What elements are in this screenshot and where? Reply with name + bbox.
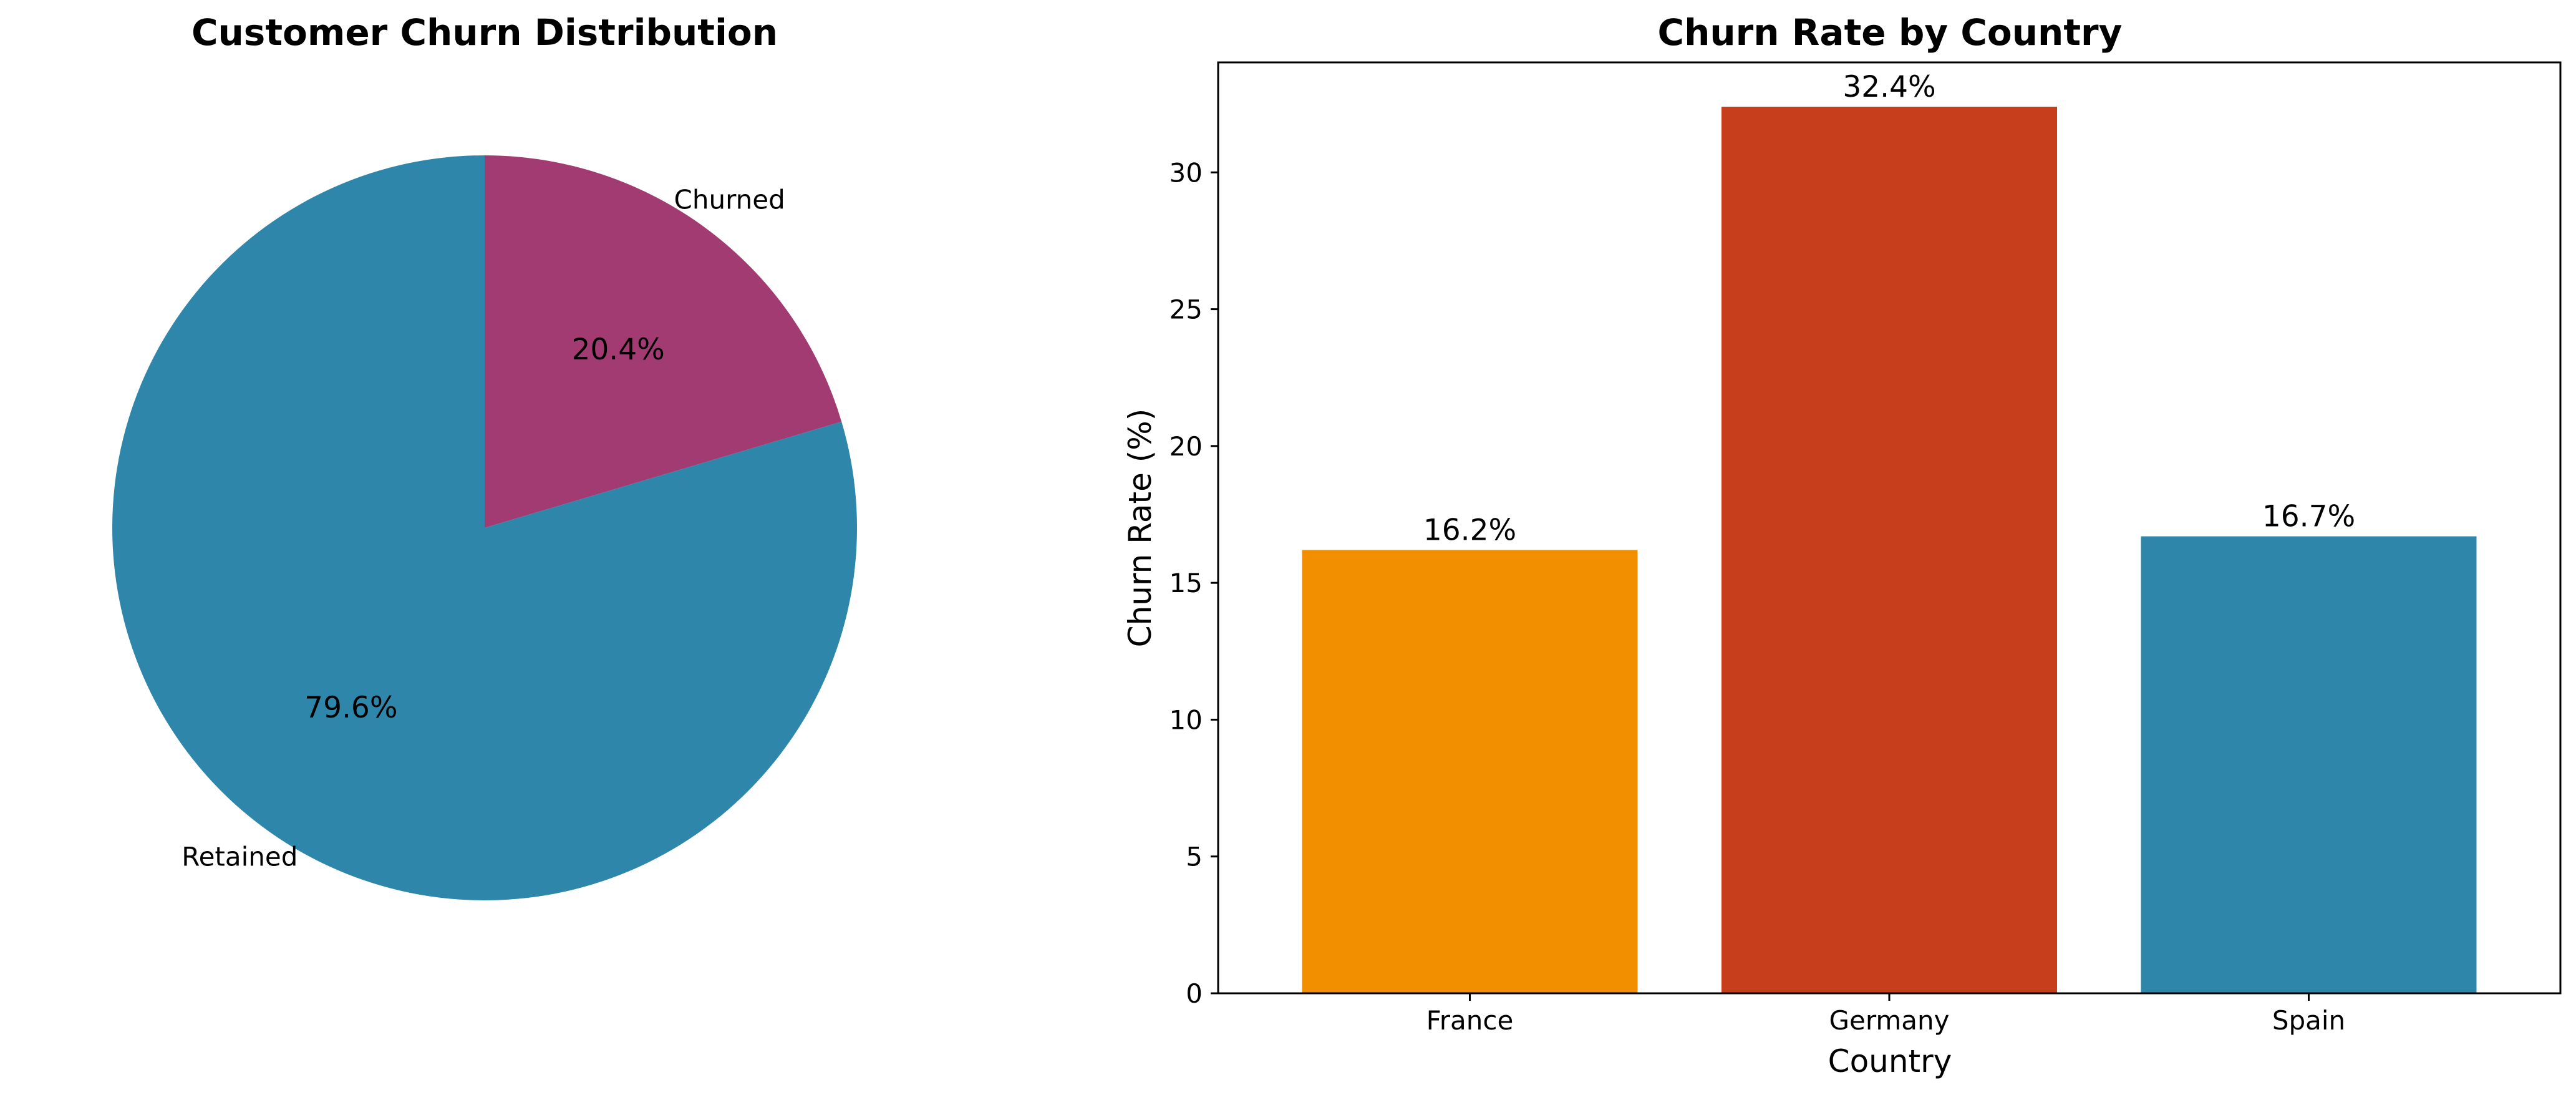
x-tick-label-germany: Germany [1829,1005,1949,1036]
pie-slice-label-churned: Churned [674,185,785,215]
y-axis-label: Churn Rate (%) [1122,409,1158,648]
pie-chart-title: Customer Churn Distribution [191,11,778,54]
x-tick-label-france: France [1426,1005,1514,1036]
plot-area-frame [1217,61,2562,995]
y-tick-label-15: 15 [1169,568,1203,598]
y-axis-ticks: 0 5 10 15 20 25 30 [1169,157,1218,1009]
y-tick-label-10: 10 [1169,704,1203,735]
x-axis-ticks: France Germany Spain [1426,993,2345,1036]
pie-slice-percent-churned: 20.4% [572,333,665,367]
bar-spain [2141,536,2477,993]
bars [1302,107,2477,994]
y-tick-label-25: 25 [1169,294,1203,325]
y-tick-label-0: 0 [1186,978,1203,1009]
pie-slices [112,155,858,900]
x-tick-label-spain: Spain [2272,1005,2345,1036]
pie-slice-churned [485,155,842,528]
x-axis-label: Country [1828,1043,1952,1079]
pie-chart: Customer Churn Distribution Retained Chu… [112,11,858,900]
bar-value-labels: 16.2% 32.4% 16.7% [1423,70,2355,547]
pie-slice-retained [112,155,858,900]
bar-france [1302,550,1638,993]
bar-germany [1721,107,2057,994]
bar-value-label-france: 16.2% [1423,513,1516,548]
bar-chart: Churn Rate by Country 16.2% 32.4% 16.7% 0 5… [1122,11,2562,1079]
pie-slice-percent-retained: 79.6% [304,691,397,725]
pie-slice-label-retained: Retained [182,841,298,872]
bar-value-label-germany: 32.4% [1842,70,1935,104]
bar-value-label-spain: 16.7% [2262,500,2355,534]
y-tick-label-30: 30 [1169,157,1203,188]
y-tick-label-20: 20 [1169,431,1203,462]
bar-chart-title: Churn Rate by Country [1658,11,2123,54]
y-tick-label-5: 5 [1186,842,1203,872]
